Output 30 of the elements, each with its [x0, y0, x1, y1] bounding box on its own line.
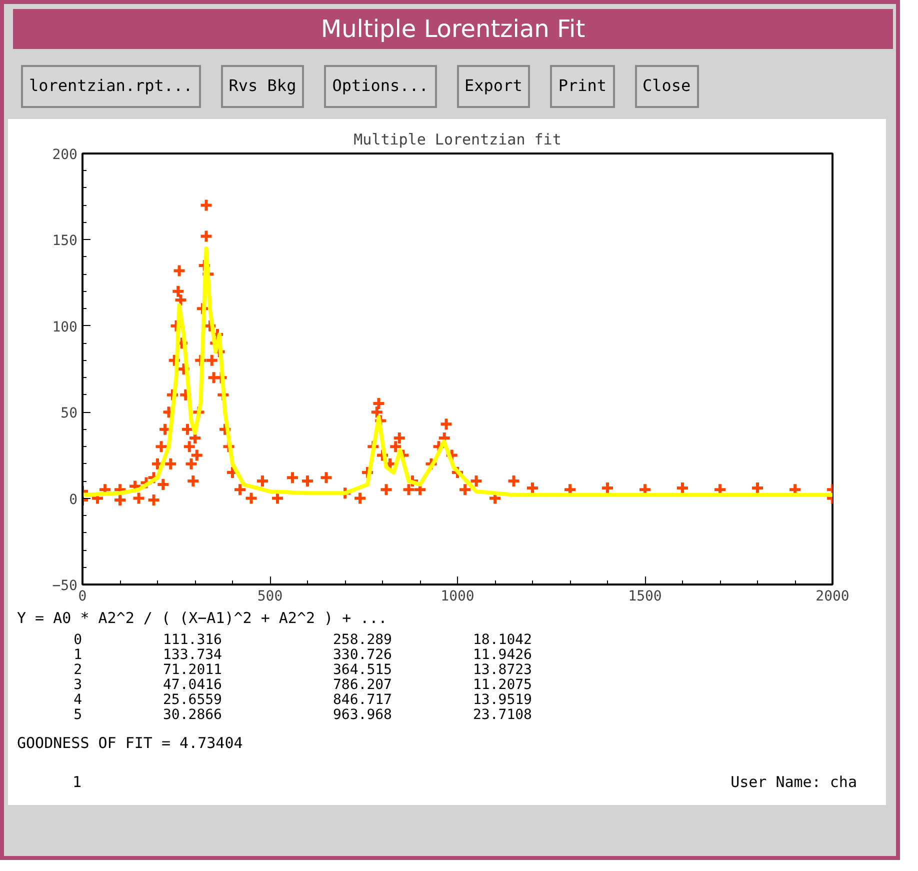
text: Export: [464, 75, 522, 97]
text: 133.734 330.726 11.9426: [162, 646, 532, 663]
text: lorentzian.rpt...: [29, 75, 193, 97]
y-tick-label: 200: [52, 146, 78, 163]
text: GOODNESS OF FIT = 4.73404: [17, 732, 243, 754]
x-tick-label: 2000: [816, 588, 850, 604]
text: 2 71.2011 364.515 13.8723: [74, 662, 532, 678]
text: Close: [642, 75, 691, 97]
x-tick-label: 1000: [440, 588, 474, 604]
y-tick-label: −50: [52, 578, 78, 594]
y-tick-label: 100: [52, 319, 78, 336]
text: Multiple Lorentzian Fit: [320, 14, 586, 45]
y-tick-label: 50: [60, 405, 78, 422]
text: Print: [558, 75, 606, 97]
text: 3 47.0416 786.207 11.2075: [74, 676, 532, 693]
x-tick-label: 500: [257, 588, 283, 604]
text: Rvs Bkg: [228, 75, 296, 97]
chart-title: Multiple Lorentzian fit: [354, 130, 562, 148]
text: 1: [72, 772, 82, 791]
text: Options...: [332, 75, 429, 97]
text: 5 30.2866 963.968 23.7108: [74, 706, 532, 723]
y-tick-label: 0: [69, 492, 78, 508]
text: User Name: cha: [730, 772, 857, 793]
text: 1: [72, 646, 82, 663]
x-tick-label: 1500: [628, 588, 662, 604]
text: 0 111.316 258.289 18.1042: [74, 632, 532, 648]
text: 4 25.6559 846.717 13.9519: [74, 692, 532, 708]
line-series: [82, 246, 832, 497]
text: Y = A0 * A2^2 / ( (X−A1)^2 + A2^2 ) + ...: [17, 608, 388, 629]
y-tick-label: 150: [52, 233, 78, 250]
